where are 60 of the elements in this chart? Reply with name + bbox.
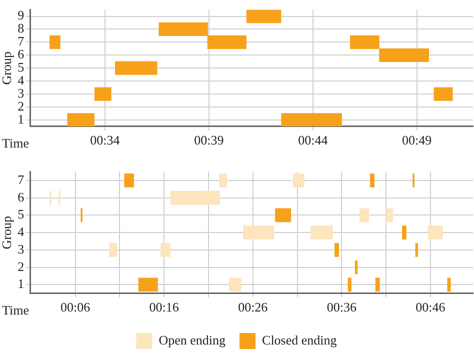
y-tick-label: 5 bbox=[18, 60, 24, 75]
x-axis-title: Time bbox=[2, 135, 30, 150]
y-tick-label: 2 bbox=[18, 258, 24, 274]
y-tick-label: 6 bbox=[18, 189, 25, 204]
y-tick-label: 3 bbox=[18, 241, 24, 256]
bar bbox=[359, 208, 370, 222]
bar bbox=[415, 243, 418, 257]
y-tick-label: 2 bbox=[18, 98, 24, 114]
bar bbox=[94, 87, 112, 101]
bar bbox=[246, 10, 282, 24]
bar bbox=[124, 174, 134, 188]
bar bbox=[50, 35, 60, 49]
bar bbox=[109, 243, 118, 257]
bar bbox=[292, 174, 304, 188]
bar bbox=[138, 278, 158, 292]
legend-label: Closed ending bbox=[262, 332, 338, 348]
bar bbox=[354, 260, 358, 274]
bar bbox=[281, 113, 342, 126]
y-tick-label: 5 bbox=[18, 206, 24, 222]
y-tick-label: 4 bbox=[18, 224, 25, 240]
bar bbox=[310, 226, 333, 240]
y-tick-label: 7 bbox=[18, 34, 25, 49]
bar bbox=[386, 208, 394, 222]
bar bbox=[160, 243, 170, 257]
bar bbox=[348, 278, 352, 292]
bar bbox=[115, 61, 158, 75]
x-axis-title: Time bbox=[2, 302, 30, 318]
y-tick-label: 1 bbox=[18, 276, 24, 292]
y-tick-label: 8 bbox=[18, 20, 24, 36]
bar bbox=[402, 226, 406, 240]
x-tick-label: 00:26 bbox=[238, 300, 268, 315]
bar bbox=[434, 87, 453, 101]
x-tick-label: 00:34 bbox=[90, 132, 120, 148]
x-tick-label: 00:46 bbox=[416, 300, 446, 315]
x-tick-label: 00:16 bbox=[149, 300, 180, 315]
bar bbox=[275, 208, 292, 222]
x-tick-label: 00:06 bbox=[60, 300, 91, 315]
x-tick-label: 00:44 bbox=[298, 132, 328, 148]
bar bbox=[334, 243, 339, 257]
legend-label: Open ending bbox=[158, 332, 226, 348]
x-tick-label: 00:49 bbox=[402, 132, 432, 148]
y-tick-label: 6 bbox=[18, 46, 25, 62]
bar bbox=[375, 278, 380, 292]
bar bbox=[447, 278, 451, 292]
bar bbox=[170, 190, 220, 205]
y-tick-label: 3 bbox=[18, 85, 24, 100]
y-tick-label: 9 bbox=[18, 8, 24, 23]
bar bbox=[228, 278, 242, 292]
y-tick-label: 4 bbox=[18, 72, 25, 88]
x-tick-label: 00:36 bbox=[326, 300, 357, 315]
y-tick-label: 1 bbox=[18, 111, 24, 126]
bar bbox=[370, 174, 374, 188]
y-axis-title: Group bbox=[0, 51, 14, 85]
y-tick-label: 7 bbox=[18, 172, 25, 187]
bar bbox=[67, 113, 94, 126]
bar bbox=[243, 226, 274, 240]
y-axis-title: Group bbox=[0, 216, 14, 250]
bar bbox=[428, 226, 443, 240]
bar bbox=[219, 174, 228, 188]
x-tick-label: 00:39 bbox=[194, 132, 224, 148]
